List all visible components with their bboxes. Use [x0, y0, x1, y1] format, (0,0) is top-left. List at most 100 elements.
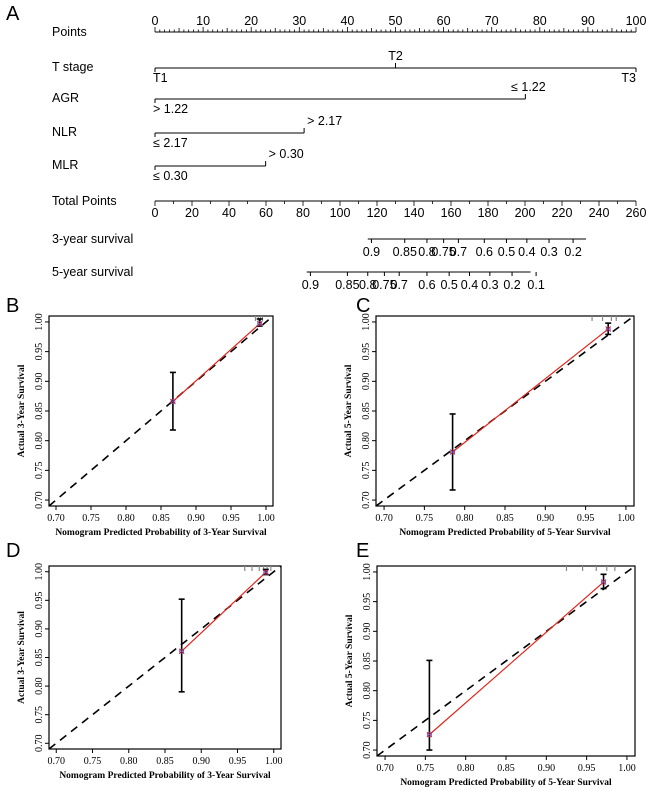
- total-tick-label: 220: [552, 206, 573, 220]
- x-tick-label: 0.70: [47, 513, 65, 524]
- survival-tick-label: 0.4: [461, 278, 478, 292]
- survival-tick-label: 0.8: [359, 278, 376, 292]
- total-tick-label: 260: [626, 206, 647, 220]
- survival-tick-label: 0.5: [498, 245, 515, 259]
- y-tick-label: 0.70: [362, 741, 373, 759]
- survival-tick-label: 0.6: [476, 245, 493, 259]
- factor-level-label: T3: [621, 71, 636, 85]
- y-tick-label: 0.70: [34, 491, 45, 509]
- y-tick-label: 0.85: [361, 402, 372, 420]
- y-tick-label: 0.80: [362, 682, 373, 700]
- survival-tick-label: 0.3: [540, 245, 557, 259]
- panel-label: D: [6, 540, 20, 562]
- calibration-plot-b: B 0.70 0.75 0.80 0.85 0.90 0.95 1.00 0.70 0.75 0.8…: [6, 295, 275, 538]
- nomogram-row-agr: AGR > 1.22 ≤ 1.22: [52, 80, 546, 116]
- points-tick-label: 40: [340, 14, 354, 28]
- total-tick-label: 60: [259, 206, 273, 220]
- x-tick-label: 0.80: [117, 513, 135, 524]
- x-tick-label: 0.75: [82, 513, 100, 524]
- x-tick-label: 0.85: [152, 513, 170, 524]
- y-tick-label: 0.90: [361, 373, 372, 391]
- y-tick-label: 0.75: [34, 462, 45, 480]
- predicted-point-mark: [179, 648, 185, 654]
- x-tick-label: 0.95: [222, 513, 240, 524]
- y-tick-label: 0.85: [34, 649, 45, 667]
- y-tick-label: 0.90: [34, 373, 45, 391]
- predicted-point-mark: [450, 449, 456, 455]
- y-tick-label: 0.80: [34, 677, 45, 695]
- ideal-reference-line: [48, 315, 274, 507]
- points-tick-label: 20: [244, 14, 258, 28]
- y-tick-label: 0.75: [361, 462, 372, 480]
- row-label: NLR: [52, 125, 77, 139]
- survival-tick-label: 0.75: [372, 278, 396, 292]
- predicted-point-mark: [170, 399, 176, 404]
- x-tick-label: 1.00: [617, 513, 635, 524]
- x-tick-label: 1.00: [265, 756, 283, 767]
- survival-tick-label: 0.1: [527, 278, 544, 292]
- x-tick-label: 0.80: [120, 756, 138, 767]
- y-axis-title: Actual 3-Year Survival: [17, 611, 27, 704]
- y-tick-label: 1.00: [34, 563, 45, 581]
- calibration-fit-line: [452, 328, 609, 453]
- points-tick-label: 60: [437, 14, 451, 28]
- x-tick-label: 0.90: [538, 763, 556, 774]
- factor-level-label: ≤ 1.22: [511, 80, 546, 94]
- survival-tick-label: 0.85: [393, 245, 417, 259]
- row-label: 3-year survival: [52, 232, 133, 246]
- y-axis-title: Actual 5-Year Survival: [344, 364, 354, 457]
- survival-tick-label: 0.9: [363, 245, 380, 259]
- x-tick-label: 0.95: [577, 513, 595, 524]
- calibration-fit-line: [181, 571, 267, 652]
- x-tick-label: 0.75: [417, 763, 435, 774]
- predicted-point-mark: [426, 732, 432, 738]
- total-tick-label: 100: [330, 206, 351, 220]
- factor-level-label: ≤ 0.30: [153, 169, 188, 183]
- points-tick-label: 0: [152, 14, 159, 28]
- y-tick-label: 0.85: [362, 652, 373, 670]
- calibration-fit-line: [172, 323, 261, 402]
- survival-tick-label: 0.3: [481, 278, 498, 292]
- survival-tick-label: 0.9: [302, 278, 319, 292]
- points-tick-label: 10: [196, 14, 210, 28]
- total-tick-label: 80: [296, 206, 310, 220]
- survival-tick-label: 0.85: [335, 278, 359, 292]
- x-tick-label: 1.00: [257, 513, 275, 524]
- x-tick-label: 0.85: [497, 763, 515, 774]
- y-tick-label: 0.95: [34, 592, 45, 610]
- total-tick-label: 160: [441, 206, 462, 220]
- panel-label: C: [356, 295, 370, 317]
- points-tick-label: 50: [389, 14, 403, 28]
- predicted-point-mark: [257, 321, 263, 327]
- factor-level-label: ≤ 2.17: [153, 136, 188, 150]
- y-tick-label: 0.90: [34, 620, 45, 638]
- x-tick-label: 0.80: [456, 513, 474, 524]
- y-tick-label: 1.00: [362, 563, 373, 581]
- x-tick-label: 1.00: [618, 763, 636, 774]
- panel-label: B: [6, 295, 19, 317]
- total-tick-label: 240: [589, 206, 610, 220]
- survival-tick-label: 0.2: [564, 245, 581, 259]
- ideal-reference-line: [48, 565, 282, 750]
- x-tick-label: 0.75: [84, 756, 102, 767]
- survival-tick-label: 0.75: [431, 245, 455, 259]
- y-tick-label: 0.95: [362, 593, 373, 611]
- y-tick-label: 0.85: [34, 402, 45, 420]
- survival-tick-label: 0.7: [391, 278, 408, 292]
- nomogram-row-total-points: Total Points 0 20 40 60 80 100 120 140 160 180 200 2…: [52, 194, 646, 220]
- row-label: Points: [52, 25, 87, 39]
- predicted-point-mark: [605, 326, 611, 332]
- total-tick-label: 200: [515, 206, 536, 220]
- ideal-reference-line: [376, 565, 636, 757]
- survival-tick-label: 0.5: [440, 278, 457, 292]
- x-tick-label: 0.80: [457, 763, 475, 774]
- row-label: T stage: [52, 60, 94, 74]
- x-tick-label: 0.75: [416, 513, 434, 524]
- points-tick-label: 70: [485, 14, 499, 28]
- total-tick-label: 180: [478, 206, 499, 220]
- x-axis-title: Nomogram Predicted Probability of 5-Year…: [399, 528, 611, 538]
- nomogram-row-t-stage: T stage T1 T2 T3: [52, 49, 637, 85]
- factor-level-label: > 1.22: [153, 102, 188, 116]
- y-tick-label: 0.95: [34, 343, 45, 361]
